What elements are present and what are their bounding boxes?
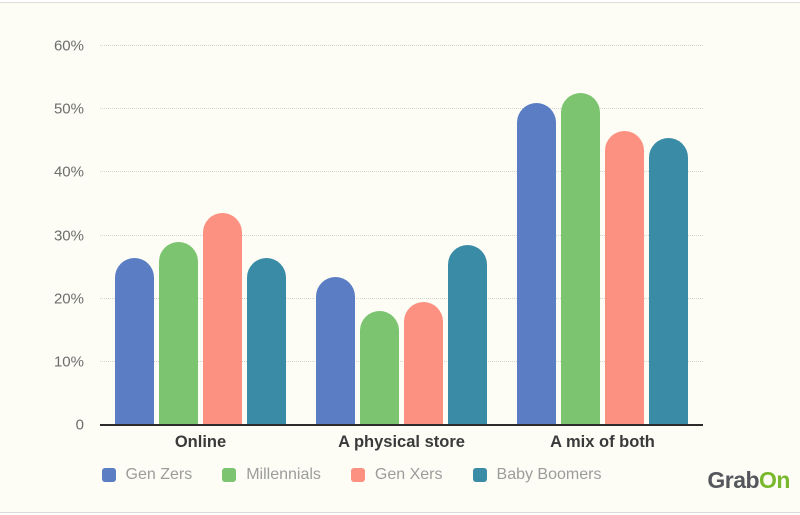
legend-label-baby-boomers: Baby Boomers bbox=[496, 466, 602, 483]
logo-on-text: On bbox=[759, 467, 790, 493]
frame-border-top bbox=[0, 2, 800, 3]
gridline-50 bbox=[100, 108, 703, 110]
bar-group-a-physical-store bbox=[316, 244, 487, 425]
bar-millennials-a-mix-of-both bbox=[561, 93, 600, 425]
legend-swatch-gen-xers bbox=[350, 468, 365, 482]
grabon-logo: GrabOn bbox=[707, 467, 790, 495]
bar-gen-zers-online bbox=[115, 257, 154, 425]
y-tick-label-60: 60% bbox=[53, 37, 84, 55]
gridline-40 bbox=[100, 171, 703, 173]
bar-groups bbox=[100, 46, 703, 425]
bar-millennials-online bbox=[159, 241, 198, 425]
legend-item-baby-boomers: Baby Boomers bbox=[472, 466, 602, 484]
y-tick-label-10: 10% bbox=[53, 353, 84, 371]
bar-baby-boomers-a-mix-of-both bbox=[649, 137, 688, 425]
bar-chart-plot: 60% 50% 40% 30% 20% 10% 0 bbox=[54, 39, 703, 433]
bar-millennials-a-physical-store bbox=[360, 311, 399, 425]
legend-swatch-gen-zers bbox=[101, 468, 116, 482]
bar-gen-xers-a-mix-of-both bbox=[605, 131, 644, 425]
category-label-online: Online bbox=[174, 433, 227, 451]
gridline-10 bbox=[100, 360, 703, 362]
category-label-a-physical-store: A physical store bbox=[338, 433, 465, 451]
frame-border-top-white bbox=[0, 0, 800, 2]
legend-item-gen-xers: Gen Xers bbox=[350, 466, 443, 484]
frame-border-bottom bbox=[0, 512, 800, 513]
bar-group-a-mix-of-both bbox=[517, 93, 688, 425]
gridline-20 bbox=[100, 297, 703, 299]
bar-gen-xers-online bbox=[203, 213, 242, 425]
bar-baby-boomers-a-physical-store bbox=[448, 244, 487, 425]
legend-item-gen-zers: Gen Zers bbox=[101, 466, 193, 484]
legend-item-millennials: Millennials bbox=[222, 466, 321, 484]
y-tick-label-0: 0 bbox=[75, 416, 84, 434]
category-labels: Online A physical store A mix of both bbox=[100, 433, 703, 452]
y-tick-label-20: 20% bbox=[53, 290, 84, 308]
legend-label-gen-zers: Gen Zers bbox=[125, 466, 193, 483]
bar-gen-zers-a-mix-of-both bbox=[517, 102, 556, 425]
bar-group-online bbox=[115, 213, 286, 425]
gridline-30 bbox=[100, 234, 703, 236]
gridline-60 bbox=[100, 45, 703, 46]
y-tick-label-50: 50% bbox=[53, 100, 84, 118]
legend-label-gen-xers: Gen Xers bbox=[374, 466, 443, 483]
y-tick-label-30: 30% bbox=[53, 227, 84, 244]
y-tick-label-40: 40% bbox=[53, 163, 84, 181]
x-axis-line bbox=[100, 424, 703, 426]
legend-swatch-millennials bbox=[222, 468, 237, 482]
legend-swatch-baby-boomers bbox=[472, 468, 487, 482]
bar-gen-xers-a-physical-store bbox=[404, 301, 443, 425]
chart-legend: Gen Zers Millennials Gen Xers Baby Boomers bbox=[0, 466, 703, 484]
legend-label-millennials: Millennials bbox=[246, 466, 321, 483]
bar-gen-zers-a-physical-store bbox=[316, 276, 355, 425]
category-label-a-mix-of-both: A mix of both bbox=[550, 433, 655, 451]
frame-border-bottom-white bbox=[0, 513, 800, 515]
logo-grab-text: Grab bbox=[707, 467, 760, 493]
bar-baby-boomers-online bbox=[247, 257, 286, 425]
